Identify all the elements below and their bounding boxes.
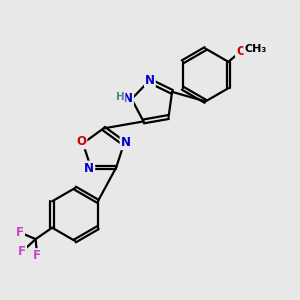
Text: O: O (76, 135, 86, 148)
Text: H: H (116, 92, 124, 102)
Text: O: O (236, 45, 246, 58)
Text: N: N (84, 162, 94, 175)
Text: N: N (121, 136, 130, 149)
Text: N: N (123, 92, 133, 106)
Text: F: F (16, 226, 24, 239)
Text: F: F (18, 245, 26, 258)
Text: F: F (33, 249, 41, 262)
Text: N: N (145, 74, 155, 87)
Text: CH₃: CH₃ (244, 44, 266, 54)
